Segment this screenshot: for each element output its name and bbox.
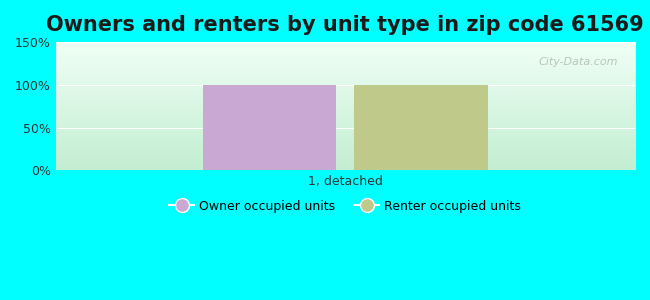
Bar <box>203 85 337 170</box>
Bar <box>354 85 488 170</box>
Legend: Owner occupied units, Renter occupied units: Owner occupied units, Renter occupied un… <box>164 195 526 218</box>
Title: Owners and renters by unit type in zip code 61569: Owners and renters by unit type in zip c… <box>47 15 644 35</box>
Text: City-Data.com: City-Data.com <box>538 58 617 68</box>
